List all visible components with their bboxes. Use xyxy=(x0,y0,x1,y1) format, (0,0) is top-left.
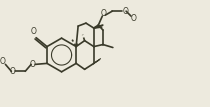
Text: O: O xyxy=(131,14,137,23)
Text: O: O xyxy=(122,7,128,16)
Text: O: O xyxy=(30,27,36,36)
Text: O: O xyxy=(10,67,16,76)
Text: O: O xyxy=(100,9,106,18)
Text: O: O xyxy=(0,57,5,66)
Text: O: O xyxy=(30,60,35,69)
